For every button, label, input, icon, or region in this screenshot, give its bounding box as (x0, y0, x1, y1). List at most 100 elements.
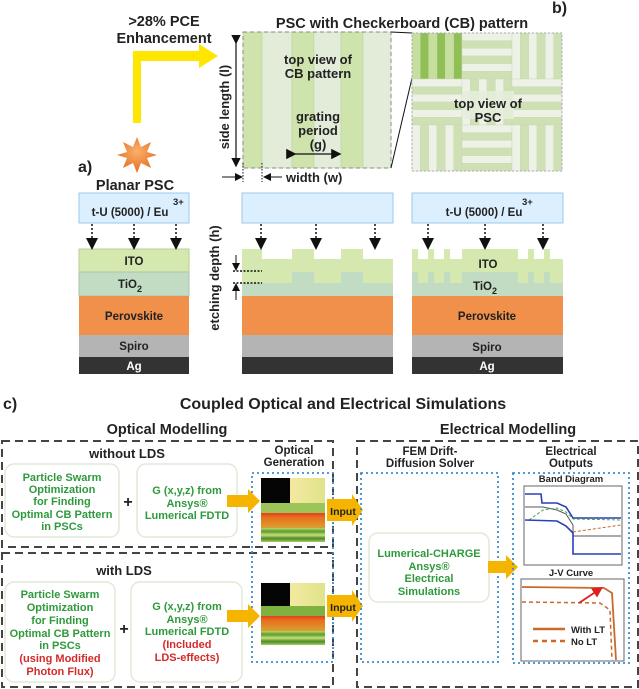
psc-stripe (461, 147, 513, 156)
psc-stripe (553, 32, 563, 80)
grating-line2: period (298, 123, 338, 138)
psc-stripe (420, 124, 429, 172)
grating-stack: etching depth (h) (207, 192, 394, 374)
with-lds-box (1, 552, 334, 688)
planar-psc-title: Planar PSC (96, 178, 175, 194)
tu-layer (411, 192, 564, 224)
psc-stripe (436, 32, 446, 80)
emission-arrows (86, 224, 549, 250)
grating-line3: (g) (310, 137, 327, 152)
electrical-modelling-title: Electrical Modelling (440, 422, 576, 438)
fdtd-lds-box (130, 581, 243, 683)
psc-stripe (420, 32, 429, 80)
fdtd-lds-red-line: (Included (163, 639, 212, 651)
fdtd-lds-line: Lumerical FDTD (145, 626, 229, 638)
legend-no-lt: No LT (571, 637, 597, 648)
psc-stripe (528, 124, 538, 172)
tio2-label: TiO2 (473, 281, 497, 296)
yellow-arrow-icon (133, 44, 218, 123)
outputs-line1: Electrical (545, 446, 596, 458)
psc-stripe (461, 55, 513, 64)
psc-stripe (461, 132, 513, 141)
psc-stripe (411, 78, 463, 87)
perovskite-label: Perovskite (105, 311, 163, 323)
panel-b-title: PSC with Checkerboard (CB) pattern (276, 16, 528, 32)
psc-stripe (536, 124, 546, 172)
psc-stripe (461, 63, 513, 72)
psc-stripe (461, 71, 513, 80)
improvement-arrow-icon (578, 587, 603, 604)
pso-lds-box (4, 581, 116, 683)
cb-view-line1: top view of (284, 52, 353, 67)
charge-line: Ansys® (408, 561, 449, 573)
psc-stripe (461, 163, 513, 172)
tu-layer (78, 192, 190, 224)
tu-layer (241, 192, 394, 224)
fdtd-lds-line: Ansys® (166, 614, 207, 626)
panel-b-label: b) (552, 0, 567, 17)
perovskite-layer (79, 296, 189, 335)
psc-stripe (428, 124, 438, 172)
pso-line: Optimal CB Pattern (12, 509, 113, 521)
ag-layer (242, 357, 393, 374)
tu-layer-label: t-U (5000) / Eu (446, 207, 523, 219)
zoom-line-top (390, 31, 413, 34)
pso-box (4, 463, 120, 538)
psc-stripe (411, 32, 421, 80)
side-length-label: side length (l) (217, 65, 232, 150)
valence-band-line (524, 519, 621, 555)
ag-label: Ag (126, 361, 141, 373)
perovskite-layer (242, 296, 393, 335)
input-arrow-without-lds: Input (327, 494, 363, 526)
psc-stripe (428, 32, 438, 80)
jv-no-lt-line (521, 601, 613, 661)
psc-stripe (553, 124, 563, 172)
psc-stripe (453, 124, 463, 172)
plus-icon: + (123, 494, 132, 511)
psc-stripe (511, 86, 563, 95)
optical-modelling-title: Optical Modelling (107, 422, 228, 438)
psc-stripe (511, 78, 563, 87)
psc-stripe (545, 32, 554, 80)
cb-stripe (362, 31, 392, 169)
zoom-line-bottom (390, 77, 413, 169)
psc-stripe (536, 32, 546, 80)
panel-c-label: c) (3, 396, 17, 413)
ag-label: Ag (479, 361, 494, 373)
pso-lds-line: Optimization (27, 602, 94, 614)
tio2-layer (412, 272, 563, 296)
cb-stripe (261, 31, 293, 169)
psc-stripe (461, 155, 513, 164)
plus-icon: + (119, 621, 128, 638)
outputs-box (512, 472, 630, 664)
legend-with-lt: With LT (571, 625, 605, 636)
tio2-label: TiO2 (118, 279, 142, 294)
panel-a-label: a) (78, 159, 92, 176)
arrow-right-icon (227, 489, 260, 513)
pso-lds-red-line: (using Modified (19, 653, 100, 665)
pso-lds-line: for Finding (31, 615, 88, 627)
pso-line: Particle Swarm (23, 472, 102, 484)
arrow-right-icon (227, 604, 260, 628)
enhancement-line2: Enhancement (116, 31, 211, 47)
ag-layer (412, 357, 563, 374)
spiro-layer (242, 335, 393, 357)
spiro-layer (412, 335, 563, 357)
jv-with-lt-line (521, 586, 617, 661)
psc-stripe (511, 32, 521, 80)
ito-label: ITO (479, 259, 498, 271)
conduction-band-line (525, 493, 621, 519)
psc-stripe (520, 124, 529, 172)
optical-generation-line1: Optical (275, 445, 314, 457)
psc-stripe (445, 124, 454, 172)
perovskite-label: Perovskite (458, 311, 516, 323)
cb-pattern-border (242, 31, 392, 169)
without-lds-title: without LDS (88, 446, 165, 461)
psc-view-line2: PSC (475, 110, 502, 125)
optical-generation-line2: Generation (264, 457, 325, 469)
checkerboard-stack: t-U (5000) / Eu 3+ ITO TiO2 Perovskite S… (411, 192, 564, 374)
psc-stripe (511, 124, 521, 172)
optical-generation-map-with-lds (261, 583, 325, 645)
charge-line: Electrical (405, 573, 454, 585)
